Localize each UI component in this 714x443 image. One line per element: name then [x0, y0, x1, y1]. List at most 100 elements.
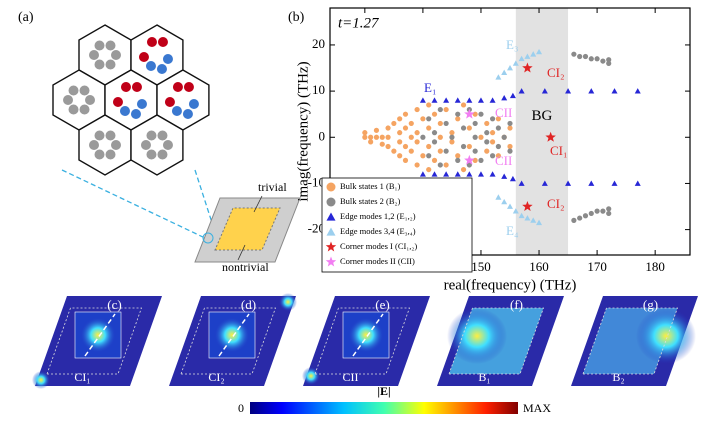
point: [443, 148, 449, 154]
point: [512, 60, 519, 66]
zoom-line: [194, 169, 216, 233]
point: [541, 180, 548, 186]
inset-spot: [214, 317, 250, 353]
point: [507, 148, 513, 154]
point: [478, 157, 484, 163]
field-hot: [636, 308, 696, 364]
point: [460, 143, 467, 150]
point: [477, 97, 484, 103]
site: [119, 106, 130, 116]
point: [600, 208, 606, 214]
y-tick-label: 20: [312, 36, 325, 51]
point: [509, 175, 516, 182]
panel-label: (f): [510, 297, 523, 312]
point: [454, 171, 461, 177]
point: [507, 125, 513, 131]
inner-boundary: [582, 307, 679, 375]
point: [362, 130, 368, 136]
site: [131, 82, 142, 92]
site: [94, 130, 105, 141]
point: [414, 139, 420, 145]
point: [449, 134, 455, 140]
site: [140, 140, 151, 150]
point: [437, 162, 443, 168]
point: [431, 111, 438, 117]
y-tick-label: -20: [308, 221, 325, 236]
point: [501, 69, 508, 76]
point: [501, 198, 508, 205]
point: [495, 153, 501, 159]
point: [460, 102, 467, 108]
point: [588, 88, 595, 94]
point: [522, 62, 533, 73]
site: [68, 104, 79, 115]
point: [536, 48, 543, 55]
legend-box: [321, 177, 473, 273]
point: [464, 108, 475, 119]
x-tick-label: 170: [587, 259, 607, 274]
site: [105, 130, 116, 141]
field-spot: [302, 367, 320, 385]
point: [606, 206, 612, 212]
field-hot: [447, 308, 507, 364]
site: [188, 99, 199, 109]
point: [402, 111, 409, 117]
point: [397, 153, 403, 159]
site: [112, 97, 123, 107]
point: [391, 148, 397, 154]
legend-label: Edge modes 3,4 (E₃,₄): [340, 226, 416, 236]
colorbar-min: 0: [238, 401, 244, 415]
point: [577, 215, 583, 221]
zoom-circle: [202, 232, 214, 244]
point: [443, 97, 450, 103]
point: [419, 171, 426, 177]
point: [495, 116, 501, 122]
point: [408, 148, 414, 154]
point: [524, 53, 531, 59]
point: [507, 203, 513, 209]
point: [565, 88, 572, 94]
point: [518, 180, 525, 186]
point: [588, 210, 594, 217]
point: [530, 217, 537, 223]
legend-marker: [325, 256, 337, 267]
point: [385, 134, 391, 140]
point: [379, 134, 385, 140]
site: [157, 130, 168, 141]
site: [171, 106, 182, 116]
mode-label: B₂: [612, 370, 624, 384]
site: [162, 54, 173, 64]
point: [426, 143, 432, 150]
point: [460, 125, 467, 131]
legend-marker: [326, 182, 336, 192]
point: [426, 116, 432, 122]
mode-label: CII: [495, 153, 512, 168]
point: [466, 97, 473, 103]
point: [571, 51, 577, 57]
point: [455, 157, 461, 163]
nontrivial-label: nontrivial: [222, 260, 269, 274]
panel-label: (g): [643, 297, 658, 312]
mode-label: B₁: [478, 370, 490, 384]
point: [455, 153, 461, 159]
site: [111, 140, 121, 150]
point: [454, 97, 461, 103]
point: [512, 208, 519, 214]
nontrivial-region: [214, 207, 281, 251]
legend-label: Corner modes II (CII): [340, 256, 415, 266]
site: [105, 149, 116, 160]
legend-marker: [325, 241, 337, 252]
annotation: t=1.27: [338, 15, 380, 31]
legend-marker: [326, 197, 336, 207]
inner-boundary: [46, 307, 143, 375]
site: [85, 95, 96, 105]
legend-label: Bulk states 2 (B₂): [340, 196, 401, 206]
point: [472, 148, 478, 154]
point: [484, 148, 490, 154]
point: [600, 58, 606, 64]
point: [431, 139, 438, 145]
point: [460, 166, 467, 173]
inner-boundary: [314, 307, 411, 375]
point: [545, 131, 556, 142]
